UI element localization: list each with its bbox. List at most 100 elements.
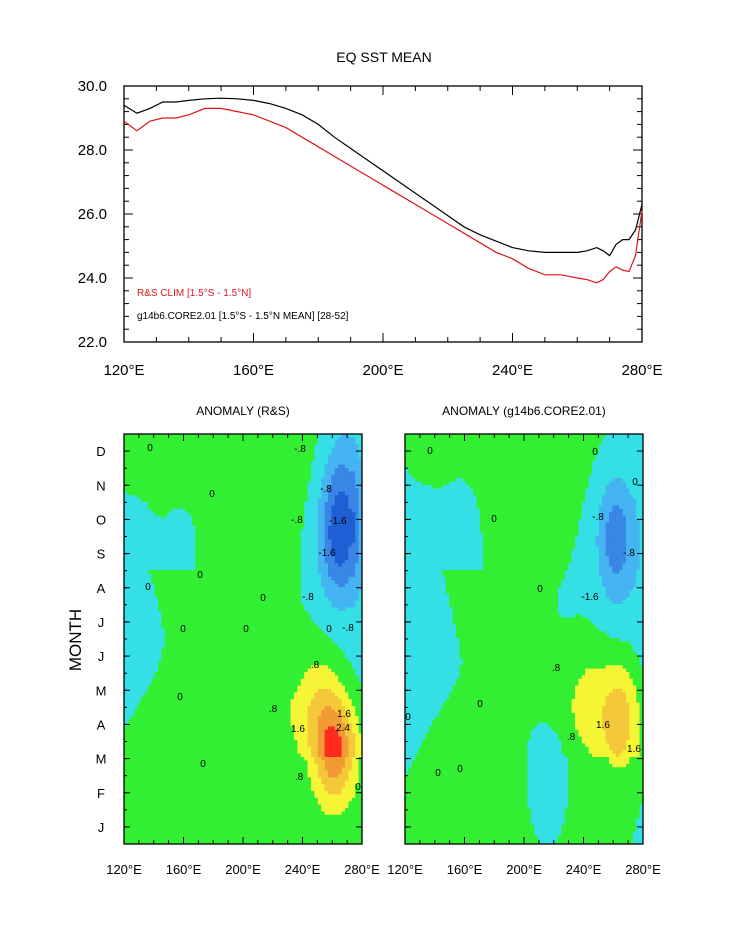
heatmap-cell xyxy=(158,638,162,642)
heatmap-cell xyxy=(321,468,325,472)
heatmap-cell xyxy=(260,508,264,513)
heatmap-cell xyxy=(331,597,336,601)
heatmap-cell xyxy=(175,502,179,506)
heatmap-cell xyxy=(168,665,172,669)
heatmap-cell xyxy=(226,505,230,510)
heatmap-cell xyxy=(168,553,172,557)
heatmap-cell xyxy=(345,519,349,523)
heatmap-cell xyxy=(202,627,206,632)
heatmap-cell xyxy=(134,624,138,629)
heatmap-cell xyxy=(304,580,308,584)
heatmap-cell xyxy=(297,474,302,479)
heatmap-cell xyxy=(127,519,132,523)
heatmap-cell xyxy=(229,481,234,486)
heatmap-cell xyxy=(290,481,295,486)
heatmap-cell xyxy=(300,576,305,581)
heatmap-cell xyxy=(249,549,254,554)
heatmap-cell xyxy=(351,546,356,550)
heatmap-cell xyxy=(222,583,227,588)
heatmap-cell xyxy=(260,644,264,649)
heatmap-cell xyxy=(300,651,305,656)
heatmap-cell xyxy=(348,610,353,615)
heatmap-cell xyxy=(338,655,342,659)
heatmap-cell xyxy=(215,481,220,486)
heatmap-cell xyxy=(311,485,315,489)
heatmap-cell xyxy=(192,658,196,663)
heatmap-cell xyxy=(253,444,257,448)
heatmap-cell xyxy=(161,576,166,581)
heatmap-cell xyxy=(273,491,278,496)
heatmap-cell xyxy=(158,641,162,646)
heatmap-cell xyxy=(178,502,183,506)
heatmap-cell xyxy=(175,593,179,598)
heatmap-cell xyxy=(351,651,356,656)
heatmap-cell xyxy=(198,532,203,537)
heatmap-cell xyxy=(147,451,152,455)
heatmap-cell xyxy=(198,539,203,544)
heatmap-cell xyxy=(314,468,319,472)
heatmap-cell xyxy=(348,454,353,459)
heatmap-cell xyxy=(175,549,179,554)
heatmap-cell xyxy=(236,498,240,503)
heatmap-cell xyxy=(314,624,319,629)
heatmap-cell xyxy=(127,478,132,482)
heatmap-cell xyxy=(314,631,319,635)
heatmap-cell xyxy=(134,451,138,455)
heatmap-cell xyxy=(334,566,339,571)
heatmap-cell xyxy=(317,624,322,629)
heatmap-cell xyxy=(300,525,305,530)
heatmap-cell xyxy=(266,597,271,601)
heatmap-cell xyxy=(130,665,135,669)
heatmap-cell xyxy=(314,437,319,442)
heatmap-cell xyxy=(147,481,152,486)
heatmap-cell xyxy=(192,607,196,612)
heatmap-cell xyxy=(341,573,346,578)
heatmap-cell xyxy=(205,651,210,656)
heatmap-cell xyxy=(334,590,339,595)
heatmap-cell xyxy=(273,515,278,520)
heatmap-cell xyxy=(181,474,186,479)
heatmap-cell xyxy=(239,553,244,557)
heatmap-cell xyxy=(229,580,234,584)
heatmap-cell xyxy=(188,454,193,459)
heatmap-cell xyxy=(212,508,217,513)
heatmap-cell xyxy=(164,556,169,561)
heatmap-cell xyxy=(212,624,217,629)
heatmap-cell xyxy=(328,624,332,629)
heatmap-cell xyxy=(324,587,329,591)
heatmap-cell xyxy=(324,536,329,540)
heatmap-cell xyxy=(175,491,179,496)
heatmap-cell xyxy=(130,471,135,476)
heatmap-cell xyxy=(263,529,268,533)
heatmap-cell xyxy=(188,610,193,615)
heatmap-cell xyxy=(283,624,288,629)
heatmap-cell xyxy=(144,600,149,605)
heatmap-cell xyxy=(277,617,281,622)
heatmap-cell xyxy=(185,624,189,629)
heatmap-cell xyxy=(300,665,305,669)
heatmap-cell xyxy=(297,593,302,598)
heatmap-cell xyxy=(185,498,189,503)
heatmap-cell xyxy=(195,495,200,499)
heatmap-cell xyxy=(307,634,312,639)
heatmap-cell xyxy=(181,502,186,506)
heatmap-cell xyxy=(144,522,149,527)
heatmap-cell xyxy=(209,440,213,445)
x-tick-label: 240°E xyxy=(492,362,533,379)
heatmap-cell xyxy=(314,478,319,482)
heatmap-cell xyxy=(307,617,312,622)
heatmap-cell xyxy=(283,648,288,652)
heatmap-cell xyxy=(185,553,189,557)
heatmap-cell xyxy=(195,546,200,550)
heatmap-cell xyxy=(317,529,322,533)
heatmap-cell xyxy=(147,593,152,598)
heatmap-cell xyxy=(151,464,155,469)
heatmap-cell xyxy=(351,634,356,639)
heatmap-cell xyxy=(205,434,210,438)
heatmap-cell xyxy=(171,498,176,503)
heatmap-cell xyxy=(212,519,217,523)
heatmap-cell xyxy=(212,600,217,605)
heatmap-cell xyxy=(130,454,135,459)
heatmap-cell xyxy=(168,634,172,639)
heatmap-cell xyxy=(358,634,362,639)
